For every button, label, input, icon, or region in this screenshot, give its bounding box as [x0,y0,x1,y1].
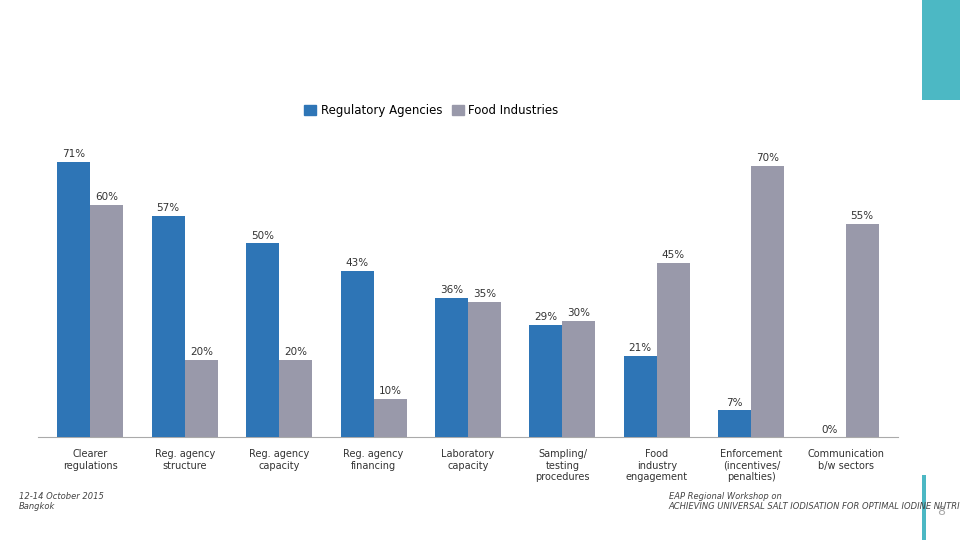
Text: 60%: 60% [95,192,118,202]
Bar [373,399,407,437]
Text: 45%: 45% [661,250,684,260]
Bar [435,298,468,437]
Text: 12-14 October 2015
Bangkok: 12-14 October 2015 Bangkok [19,492,104,511]
Text: EAP Regional Workshop on
ACHIEVING UNIVERSAL SALT IODISATION FOR OPTIMAL IODINE : EAP Regional Workshop on ACHIEVING UNIVE… [669,492,960,511]
Text: 29%: 29% [535,312,558,322]
Text: 50%: 50% [252,231,275,241]
Bar [58,162,90,437]
Text: 20%: 20% [284,347,307,357]
Text: 20%: 20% [190,347,213,357]
Text: 0%: 0% [821,424,837,435]
Text: 8: 8 [937,505,945,518]
Text: 21%: 21% [629,343,652,353]
Bar [922,0,960,100]
Bar [657,263,690,437]
Text: 57%: 57% [156,204,180,213]
Text: 35%: 35% [473,289,496,299]
Bar [341,271,373,437]
Bar [563,321,595,437]
Text: 43%: 43% [346,258,369,268]
Text: 30%: 30% [567,308,590,318]
Bar [922,475,926,540]
Bar [468,301,501,437]
Text: 7%: 7% [727,397,743,408]
Text: 55%: 55% [851,211,874,221]
Bar [279,360,312,437]
Bar [246,244,279,437]
Bar [752,166,784,437]
Bar [184,360,218,437]
Bar [152,216,184,437]
Text: 36%: 36% [440,285,463,295]
Bar [718,410,752,437]
Text: 70%: 70% [756,153,780,163]
Bar [90,205,124,437]
Bar [846,224,878,437]
Bar [624,356,657,437]
Text: ENSURE COMPLIANT FORTIFICATION & IODIZATION?: ENSURE COMPLIANT FORTIFICATION & IODIZAT… [20,65,607,84]
Legend: Regulatory Agencies, Food Industries: Regulatory Agencies, Food Industries [302,102,561,119]
Text: 10%: 10% [378,386,401,396]
Text: 71%: 71% [62,149,85,159]
Text: WHAT ARE CITED PRIORITIES FOR IMPROVEMENTS TO: WHAT ARE CITED PRIORITIES FOR IMPROVEMEN… [20,23,629,42]
Bar [529,325,563,437]
